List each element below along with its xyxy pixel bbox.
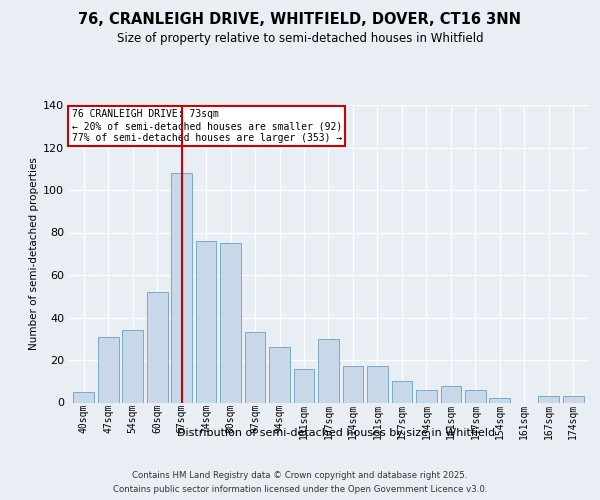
- Text: 76 CRANLEIGH DRIVE: 73sqm
← 20% of semi-detached houses are smaller (92)
77% of : 76 CRANLEIGH DRIVE: 73sqm ← 20% of semi-…: [71, 110, 342, 142]
- Bar: [98, 336, 119, 402]
- Bar: [196, 241, 217, 402]
- Text: 76, CRANLEIGH DRIVE, WHITFIELD, DOVER, CT16 3NN: 76, CRANLEIGH DRIVE, WHITFIELD, DOVER, C…: [79, 12, 521, 28]
- Bar: [245, 332, 265, 402]
- Bar: [269, 347, 290, 403]
- Bar: [538, 396, 559, 402]
- Bar: [416, 390, 437, 402]
- Bar: [122, 330, 143, 402]
- Bar: [220, 243, 241, 402]
- Bar: [73, 392, 94, 402]
- Bar: [392, 381, 412, 402]
- Text: Contains public sector information licensed under the Open Government Licence v3: Contains public sector information licen…: [113, 484, 487, 494]
- Bar: [490, 398, 510, 402]
- Text: Distribution of semi-detached houses by size in Whitfield: Distribution of semi-detached houses by …: [177, 428, 495, 438]
- Bar: [318, 339, 339, 402]
- Text: Size of property relative to semi-detached houses in Whitfield: Size of property relative to semi-detach…: [116, 32, 484, 45]
- Bar: [465, 390, 486, 402]
- Bar: [563, 396, 584, 402]
- Bar: [147, 292, 167, 403]
- Text: Contains HM Land Registry data © Crown copyright and database right 2025.: Contains HM Land Registry data © Crown c…: [132, 472, 468, 480]
- Bar: [367, 366, 388, 402]
- Bar: [343, 366, 364, 402]
- Bar: [293, 368, 314, 402]
- Bar: [440, 386, 461, 402]
- Y-axis label: Number of semi-detached properties: Number of semi-detached properties: [29, 158, 39, 350]
- Bar: [171, 173, 192, 402]
